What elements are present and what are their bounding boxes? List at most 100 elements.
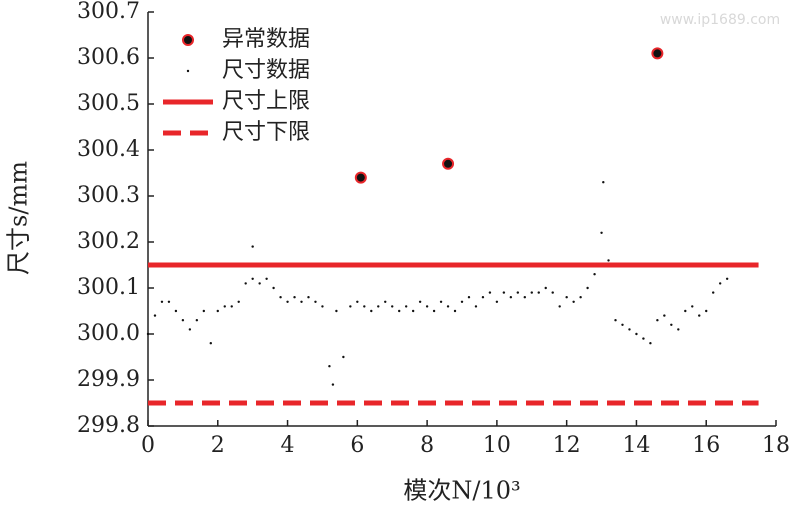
data-point bbox=[377, 305, 380, 308]
data-point bbox=[272, 286, 275, 290]
data-point bbox=[551, 291, 554, 294]
data-point bbox=[230, 305, 233, 308]
x-tick-label: 16 bbox=[692, 433, 720, 458]
data-point bbox=[328, 365, 331, 368]
data-point bbox=[384, 300, 387, 303]
x-tick-label: 4 bbox=[281, 433, 295, 458]
data-point bbox=[349, 305, 352, 308]
data-point bbox=[335, 309, 338, 313]
data-point bbox=[307, 296, 310, 299]
data-point bbox=[418, 300, 422, 303]
x-tick-label: 8 bbox=[420, 433, 434, 458]
data-point bbox=[404, 305, 408, 308]
legend-marker bbox=[186, 69, 190, 73]
y-tick-label: 299.8 bbox=[77, 413, 140, 438]
data-point bbox=[705, 309, 708, 313]
data-point bbox=[509, 296, 513, 299]
y-tick-label: 300.5 bbox=[77, 91, 140, 116]
data-point bbox=[712, 291, 715, 294]
data-point bbox=[216, 309, 219, 313]
y-tick-label: 300.1 bbox=[77, 275, 140, 300]
data-point bbox=[725, 277, 729, 280]
anomaly-point bbox=[354, 171, 367, 184]
data-point bbox=[460, 300, 464, 303]
data-point bbox=[579, 296, 582, 299]
data-point bbox=[363, 305, 366, 308]
data-point bbox=[593, 273, 596, 276]
data-point bbox=[286, 300, 289, 303]
data-point bbox=[195, 319, 199, 322]
watermark: www.ip1689.com bbox=[660, 12, 780, 28]
data-point bbox=[300, 300, 303, 303]
data-point bbox=[356, 300, 359, 303]
data-point bbox=[677, 328, 680, 331]
legend-label: 异常数据 bbox=[222, 27, 310, 52]
data-point bbox=[614, 319, 617, 322]
data-point bbox=[439, 300, 443, 303]
data-point bbox=[146, 332, 150, 336]
data-point bbox=[495, 300, 499, 303]
legend-label: 尺寸数据 bbox=[222, 58, 310, 83]
data-point bbox=[265, 277, 268, 280]
y-tick-label: 299.9 bbox=[77, 367, 140, 392]
data-point bbox=[684, 309, 687, 313]
y-tick-label: 300.0 bbox=[77, 321, 140, 346]
data-point bbox=[467, 296, 471, 299]
data-point bbox=[530, 291, 533, 294]
data-point bbox=[635, 332, 638, 336]
data-point bbox=[181, 319, 185, 322]
data-point bbox=[237, 300, 240, 303]
data-point bbox=[523, 296, 526, 299]
data-point bbox=[425, 305, 429, 308]
y-tick-label: 300.4 bbox=[77, 137, 140, 162]
data-point bbox=[244, 282, 247, 285]
data-point bbox=[432, 309, 436, 313]
x-tick-label: 2 bbox=[211, 433, 225, 458]
data-point bbox=[572, 300, 575, 303]
y-tick-label: 300.2 bbox=[77, 229, 140, 254]
x-tick-label: 18 bbox=[762, 433, 790, 458]
data-point bbox=[663, 314, 666, 317]
data-point bbox=[160, 300, 164, 303]
data-point bbox=[691, 305, 694, 308]
data-point bbox=[656, 319, 659, 322]
data-point bbox=[718, 282, 722, 285]
data-point bbox=[314, 300, 317, 303]
data-point bbox=[202, 309, 206, 313]
anomaly-point bbox=[651, 47, 664, 60]
legend-label: 尺寸下限 bbox=[222, 120, 310, 145]
y-tick-label: 300.3 bbox=[77, 183, 140, 208]
data-point bbox=[602, 181, 605, 184]
y-tick-label: 300.7 bbox=[77, 0, 140, 24]
data-point bbox=[488, 291, 492, 294]
data-point bbox=[153, 314, 157, 317]
data-point bbox=[481, 296, 485, 299]
data-point bbox=[586, 286, 589, 290]
data-point bbox=[370, 309, 373, 313]
data-point bbox=[607, 259, 610, 262]
x-tick-label: 14 bbox=[622, 433, 650, 458]
y-tick-label: 300.6 bbox=[77, 45, 140, 70]
data-point bbox=[167, 300, 171, 303]
data-point bbox=[321, 305, 324, 308]
x-tick-label: 12 bbox=[553, 433, 581, 458]
data-point bbox=[174, 309, 178, 313]
data-point bbox=[279, 296, 282, 299]
x-tick-label: 0 bbox=[141, 433, 155, 458]
anomaly-point bbox=[442, 157, 455, 170]
data-point bbox=[698, 314, 701, 317]
data-point bbox=[293, 296, 296, 299]
data-point bbox=[411, 309, 415, 313]
data-point bbox=[446, 305, 450, 308]
data-point bbox=[544, 286, 547, 290]
data-point bbox=[251, 277, 254, 280]
data-point bbox=[537, 291, 540, 294]
data-point bbox=[516, 291, 520, 294]
data-point bbox=[398, 309, 401, 313]
data-point bbox=[502, 291, 506, 294]
data-point bbox=[649, 342, 652, 345]
data-point bbox=[453, 309, 457, 313]
data-point bbox=[258, 282, 261, 285]
data-point bbox=[621, 323, 624, 326]
